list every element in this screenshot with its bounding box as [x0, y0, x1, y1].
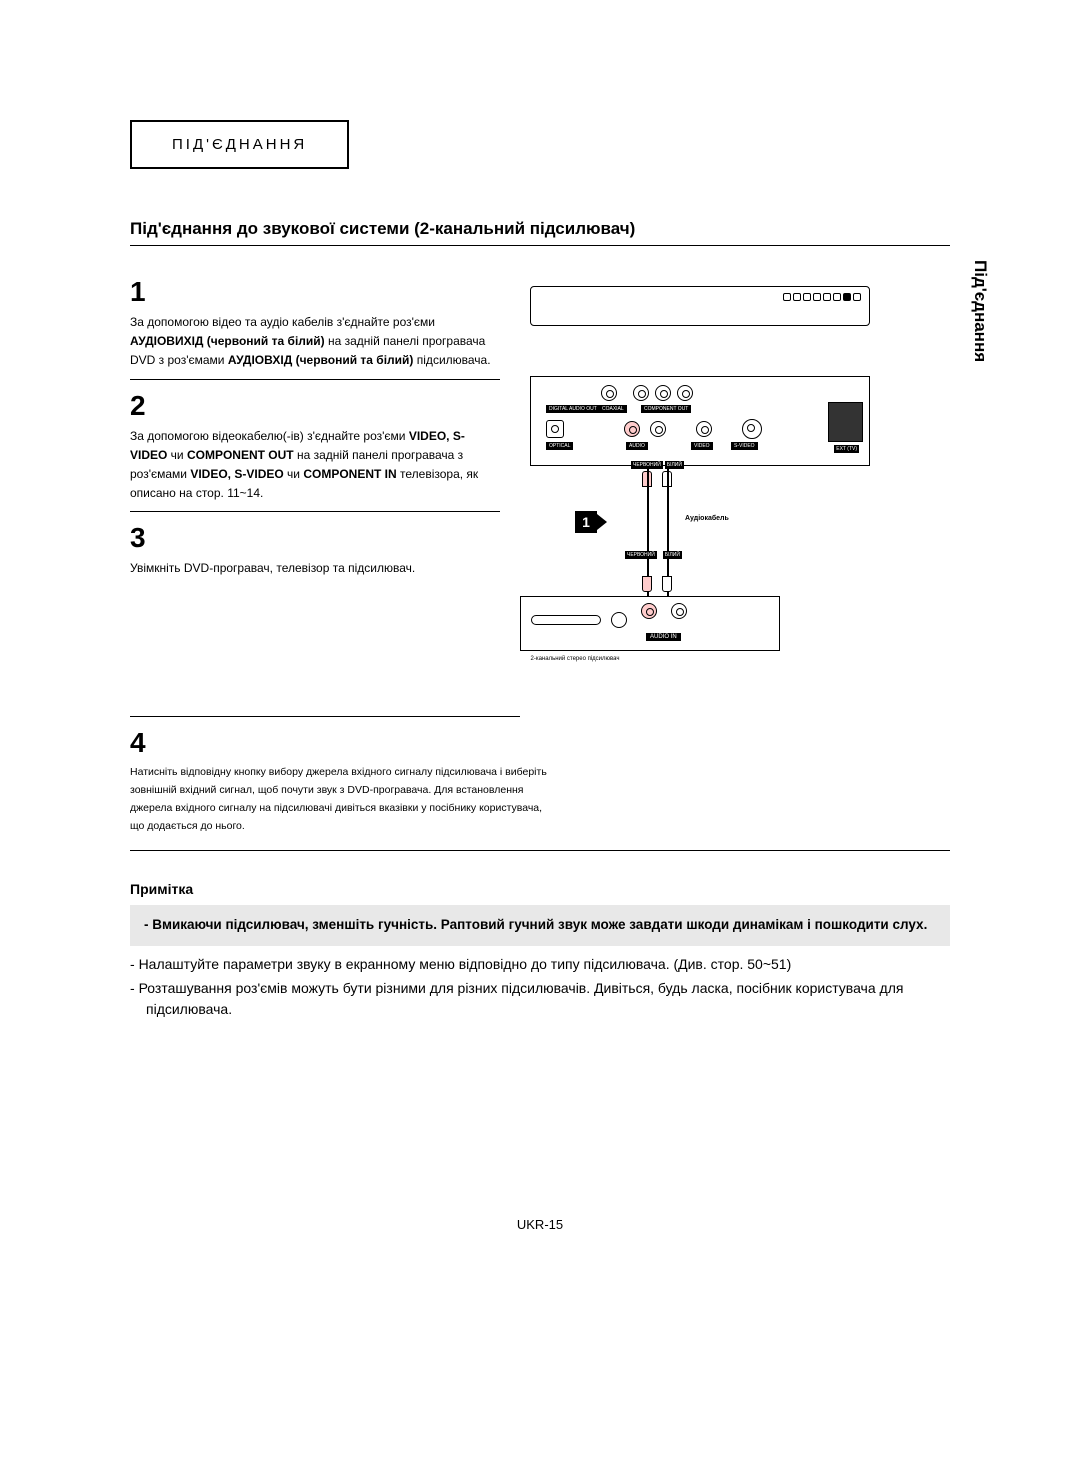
component-jack — [677, 385, 693, 401]
note-bold-item: - Вмикаючи підсилювач, зменшіть гучність… — [144, 915, 936, 935]
jack-color-labels: ЧЕРВОНИЙ БІЛИЙ — [631, 461, 684, 469]
page-number: UKR-15 — [517, 1217, 563, 1232]
plug-color-labels: ЧЕРВОНИЙ БІЛИЙ — [625, 551, 682, 559]
step-1-number: 1 — [130, 276, 500, 308]
amplifier: AUDIO IN — [520, 596, 780, 651]
note-highlight-box: - Вмикаючи підсилювач, зменшіть гучність… — [130, 905, 950, 945]
step-2-number: 2 — [130, 390, 500, 422]
audio-in-label: AUDIO IN — [646, 633, 681, 641]
amp-red-jack — [641, 603, 657, 619]
step-2-text: За допомогою відеокабелю(-ів) з'єднайте … — [130, 427, 500, 504]
label-svideo: S-VIDEO — [731, 442, 758, 450]
control-btn — [813, 293, 821, 301]
amp-audio-jacks — [641, 603, 687, 619]
side-tab: Під'єднання — [970, 260, 990, 362]
front-controls — [783, 293, 861, 301]
control-btn — [843, 293, 851, 301]
cable-label: Аудіокабель — [685, 515, 729, 522]
label-video: VIDEO — [691, 442, 713, 450]
amp-knob — [611, 612, 627, 628]
video-jack — [696, 421, 712, 437]
right-column: DIGITAL AUDIO OUT COAXIAL COMPONENT OUT … — [520, 266, 890, 696]
section-title: Під'єднання до звукової системи (2-канал… — [130, 219, 950, 239]
page-container: ПІД'ЄДНАННЯ Під'єднання Під'єднання до з… — [0, 0, 1080, 1073]
step-1-text: За допомогою відео та аудіо кабелів з'єд… — [130, 313, 500, 371]
label-audio: AUDIO — [626, 442, 648, 450]
header-label: ПІД'ЄДНАННЯ — [172, 136, 307, 153]
left-column: 1 За допомогою відео та аудіо кабелів з'… — [130, 266, 520, 696]
note-title: Примітка — [130, 881, 950, 897]
dvd-back-panel: DIGITAL AUDIO OUT COAXIAL COMPONENT OUT … — [530, 376, 870, 466]
header-box: ПІД'ЄДНАННЯ — [130, 120, 349, 169]
divider — [130, 379, 500, 380]
coaxial-jack — [601, 385, 617, 401]
control-btn — [853, 293, 861, 301]
panel-row-bottom — [546, 419, 762, 439]
diagram-step-marker: 1 — [575, 511, 597, 533]
note-item-1-text: Налаштуйте параметри звуку в екранному м… — [139, 956, 792, 972]
svideo-jack — [742, 419, 762, 439]
optical-jack — [546, 420, 564, 438]
note-bold-text: Вмикаючи підсилювач, зменшіть гучність. … — [152, 917, 927, 932]
cable-plug-red-bottom — [642, 576, 652, 592]
content-row: 1 За допомогою відео та аудіо кабелів з'… — [130, 266, 950, 696]
component-jack — [633, 385, 649, 401]
divider — [130, 511, 500, 512]
label-ext: EXT (TV) — [834, 445, 859, 453]
cable-plug-white-bottom — [662, 576, 672, 592]
label-coaxial: COAXIAL — [599, 405, 627, 413]
label-optical: OPTICAL — [546, 442, 573, 450]
step-3-text: Увімкніть DVD-програвач, телевізор та пі… — [130, 559, 500, 578]
amp-slot — [531, 615, 601, 625]
dvd-player-front — [530, 286, 870, 326]
audio-white-jack — [650, 421, 666, 437]
step-4-number: 4 — [130, 727, 950, 759]
note-item-2-text: Розташування роз'ємів можуть бути різним… — [139, 980, 904, 1017]
title-underline — [130, 245, 950, 246]
divider — [130, 716, 520, 717]
control-btn — [793, 293, 801, 301]
note-item-2: - Розташування роз'ємів можуть бути різн… — [130, 978, 950, 1020]
label-white-plug: БІЛИЙ — [663, 551, 682, 559]
control-btn — [783, 293, 791, 301]
step-4-text: Натисніть відповідну кнопку вибору джере… — [130, 764, 550, 835]
control-btn — [823, 293, 831, 301]
control-btn — [803, 293, 811, 301]
note-item-1: - Налаштуйте параметри звуку в екранному… — [130, 954, 950, 975]
amp-caption: 2-канальний стерео підсилювач — [525, 656, 625, 662]
connection-diagram: DIGITAL AUDIO OUT COAXIAL COMPONENT OUT … — [520, 286, 880, 696]
label-digital-audio: DIGITAL AUDIO OUT — [546, 405, 600, 413]
scart-connector — [828, 402, 863, 442]
component-jack — [655, 385, 671, 401]
control-btn — [833, 293, 841, 301]
audio-red-jack — [624, 421, 640, 437]
label-red-plug: ЧЕРВОНИЙ — [625, 551, 657, 559]
amp-white-jack — [671, 603, 687, 619]
label-component: COMPONENT OUT — [641, 405, 691, 413]
step-3-number: 3 — [130, 522, 500, 554]
panel-row-top — [601, 385, 693, 401]
step-marker-arrow-icon — [597, 514, 607, 530]
full-divider — [130, 850, 950, 851]
